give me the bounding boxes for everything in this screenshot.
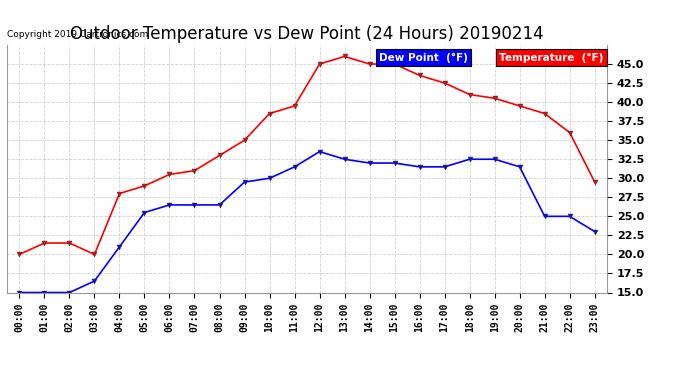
Text: Dew Point  (°F): Dew Point (°F) — [379, 53, 468, 63]
Title: Outdoor Temperature vs Dew Point (24 Hours) 20190214: Outdoor Temperature vs Dew Point (24 Hou… — [70, 26, 544, 44]
Text: Temperature  (°F): Temperature (°F) — [499, 53, 604, 63]
Text: Copyright 2019 Cartronics.com: Copyright 2019 Cartronics.com — [7, 30, 148, 39]
